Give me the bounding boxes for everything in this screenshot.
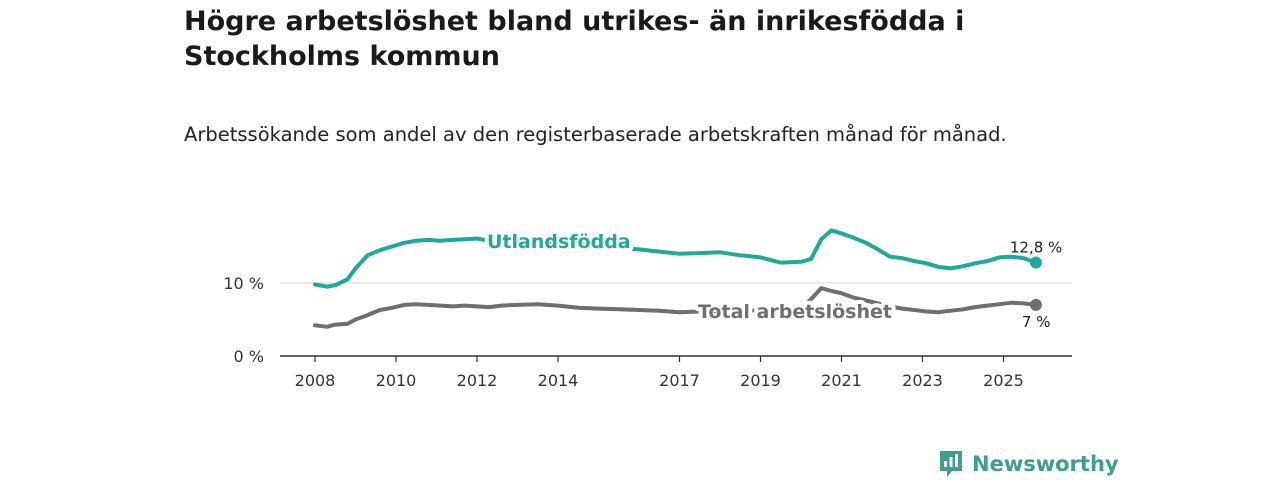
series-label-halo: Utlandsfödda xyxy=(487,231,631,253)
series-end-point xyxy=(1029,298,1042,311)
x-tick-label: 2008 xyxy=(295,371,336,390)
series-label: Utlandsfödda xyxy=(487,231,631,253)
series-end-point xyxy=(1029,256,1042,269)
x-tick-label: 2025 xyxy=(983,371,1024,390)
x-tick-label: 2023 xyxy=(902,371,943,390)
newsworthy-icon xyxy=(940,451,962,477)
x-tick-label: 2010 xyxy=(376,371,417,390)
series-line-0 xyxy=(313,228,1038,289)
y-tick-label: 10 % xyxy=(223,274,264,293)
x-tick-label: 2017 xyxy=(659,371,700,390)
x-tick-label: 2019 xyxy=(740,371,781,390)
y-tick-label: 0 % xyxy=(234,347,264,366)
series-line-1 xyxy=(313,286,1038,329)
chart-subtitle: Arbetssökande som andel av den registerb… xyxy=(184,123,1007,146)
series-label-halo: Total arbetslöshet xyxy=(698,301,892,323)
chart-title: Högre arbetslöshet bland utrikes- än inr… xyxy=(184,6,965,72)
series-label: Total arbetslöshet xyxy=(698,301,892,323)
x-tick-label: 2014 xyxy=(538,371,579,390)
x-tick-label: 2021 xyxy=(821,371,862,390)
brand-name: Newsworthy xyxy=(972,452,1119,476)
series-end-label: 7 % xyxy=(1022,313,1051,331)
newsworthy-logo: Newsworthy xyxy=(938,448,1119,480)
series-end-label: 12,8 % xyxy=(1010,239,1062,257)
x-tick-label: 2012 xyxy=(457,371,498,390)
